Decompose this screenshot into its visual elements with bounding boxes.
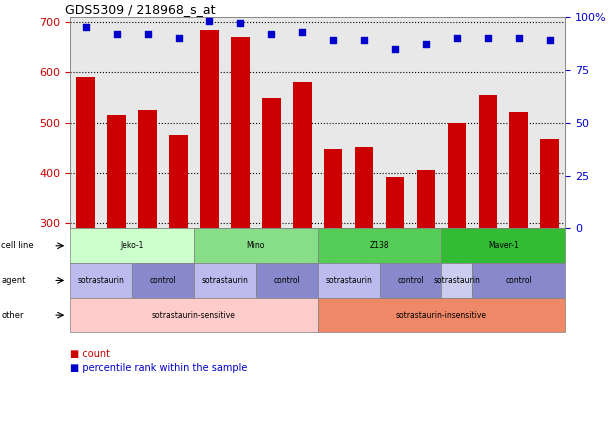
Point: [235, 20, 245, 27]
Text: control: control: [150, 276, 177, 285]
Bar: [478, 95, 497, 228]
Bar: [510, 112, 528, 228]
Text: Mino: Mino: [247, 241, 265, 250]
Bar: [76, 77, 95, 228]
Bar: [293, 82, 312, 228]
Text: GDS5309 / 218968_s_at: GDS5309 / 218968_s_at: [65, 3, 216, 16]
Text: sotrastaurin: sotrastaurin: [433, 276, 480, 285]
Bar: [138, 110, 157, 228]
Text: ■ percentile rank within the sample: ■ percentile rank within the sample: [70, 363, 247, 374]
Point: [205, 18, 214, 25]
Point: [174, 35, 183, 41]
Text: sotrastaurin: sotrastaurin: [78, 276, 125, 285]
Text: control: control: [273, 276, 300, 285]
Bar: [541, 139, 559, 228]
Text: sotrastaurin: sotrastaurin: [202, 276, 248, 285]
Point: [359, 37, 369, 44]
Point: [143, 30, 153, 37]
Bar: [448, 123, 466, 228]
Point: [390, 45, 400, 52]
Text: cell line: cell line: [1, 241, 34, 250]
Bar: [231, 37, 250, 228]
Point: [328, 37, 338, 44]
Point: [298, 28, 307, 35]
Text: Z138: Z138: [370, 241, 389, 250]
Text: control: control: [397, 276, 424, 285]
Text: sotrastaurin-insensitive: sotrastaurin-insensitive: [396, 310, 487, 320]
Text: other: other: [1, 310, 24, 320]
Point: [483, 35, 492, 41]
Text: agent: agent: [1, 276, 26, 285]
Bar: [417, 170, 435, 228]
Bar: [355, 147, 373, 228]
Point: [514, 35, 524, 41]
Text: sotrastaurin: sotrastaurin: [325, 276, 372, 285]
Text: control: control: [505, 276, 532, 285]
Point: [112, 30, 122, 37]
Point: [421, 41, 431, 48]
Point: [81, 24, 90, 31]
Text: Maver-1: Maver-1: [488, 241, 519, 250]
Bar: [324, 149, 343, 228]
Bar: [200, 30, 219, 228]
Text: ■ count: ■ count: [70, 349, 110, 359]
Text: Jeko-1: Jeko-1: [120, 241, 144, 250]
Bar: [108, 115, 126, 228]
Bar: [386, 177, 404, 228]
Point: [266, 30, 276, 37]
Point: [452, 35, 462, 41]
Point: [545, 37, 555, 44]
Bar: [169, 135, 188, 228]
Text: sotrastaurin-sensitive: sotrastaurin-sensitive: [152, 310, 236, 320]
Bar: [262, 99, 280, 228]
